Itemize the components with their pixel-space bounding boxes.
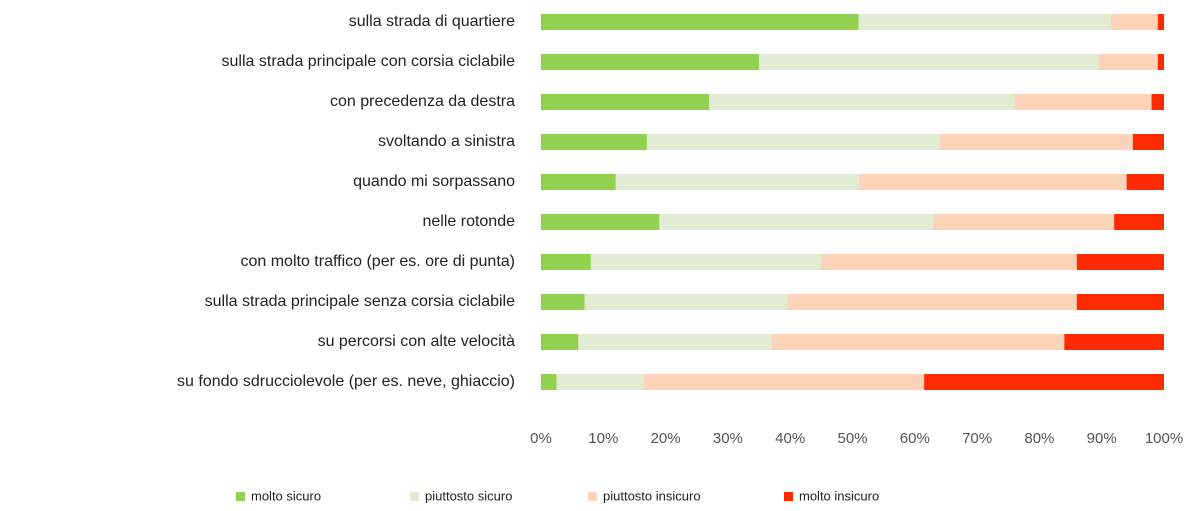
x-tick-label: 70% (962, 430, 992, 447)
bar-segment (1014, 94, 1152, 110)
bar-segment (1076, 254, 1164, 270)
bar-segment (1157, 14, 1164, 30)
bar-segment (541, 14, 859, 30)
x-tick-label: 0% (530, 430, 552, 447)
bar-segment (1098, 54, 1158, 70)
legend-swatch (588, 492, 597, 501)
bar-segment (858, 174, 1127, 190)
x-tick-label: 90% (1087, 430, 1117, 447)
bar-segment (939, 134, 1133, 150)
bar-segment (584, 294, 788, 310)
x-tick-label: 10% (588, 430, 618, 447)
bar-segment (590, 254, 822, 270)
bar-segment (541, 174, 616, 190)
category-label: su percorsi con alte velocità (318, 333, 516, 350)
bar-segment (541, 134, 647, 150)
category-label: con molto traffico (per es. ore di punta… (240, 253, 515, 270)
bar-segment (709, 94, 1015, 110)
bar-segment (615, 174, 859, 190)
category-label: sulla strada principale con corsia cicla… (222, 53, 516, 70)
x-tick-label: 30% (713, 430, 743, 447)
bar-segment (924, 374, 1164, 390)
legend-swatch (784, 492, 793, 501)
category-label: quando mi sorpassano (353, 173, 515, 190)
x-tick-label: 100% (1145, 430, 1183, 447)
bar-segment (1114, 214, 1164, 230)
bar-segment (541, 54, 760, 70)
bar-segment (541, 334, 579, 350)
bar-segment (578, 334, 772, 350)
x-tick-label: 50% (837, 430, 867, 447)
bar-segment (541, 294, 585, 310)
bar-segment (541, 214, 660, 230)
category-label: con precedenza da destra (330, 93, 515, 110)
x-tick-label: 60% (900, 430, 930, 447)
category-label: sulla strada principale senza corsia cic… (205, 293, 515, 310)
category-label: su fondo sdrucciolevole (per es. neve, g… (177, 373, 515, 390)
bar-segment (771, 334, 1065, 350)
bar-segment (541, 254, 591, 270)
bar-segment (1111, 14, 1158, 30)
x-tick-label: 80% (1024, 430, 1054, 447)
legend-label: molto insicuro (799, 488, 879, 503)
x-tick-label: 40% (775, 430, 805, 447)
category-label: nelle rotonde (422, 213, 515, 230)
legend-label: molto sicuro (251, 488, 321, 503)
bar-segment (1076, 294, 1164, 310)
bar-segment (1132, 134, 1164, 150)
bar-segment (541, 374, 557, 390)
legend-label: piuttosto sicuro (425, 488, 512, 503)
x-tick-label: 20% (651, 430, 681, 447)
bar-segment (759, 54, 1099, 70)
bar-segment (1064, 334, 1164, 350)
bar-segment (643, 374, 925, 390)
bar-segment (659, 214, 934, 230)
category-label: svoltando a sinistra (378, 133, 515, 150)
bar-segment (933, 214, 1115, 230)
bar-segment (646, 134, 940, 150)
category-label: sulla strada di quartiere (349, 13, 515, 30)
legend-swatch (236, 492, 245, 501)
bar-segment (556, 374, 644, 390)
bar-segment (858, 14, 1112, 30)
bar-segment (541, 94, 710, 110)
bar-segment (1126, 174, 1164, 190)
legend-swatch (410, 492, 419, 501)
bar-segment (821, 254, 1077, 270)
bar-segment (1157, 54, 1164, 70)
bar-segment (787, 294, 1077, 310)
legend-label: piuttosto insicuro (603, 488, 701, 503)
bar-segment (1151, 94, 1164, 110)
